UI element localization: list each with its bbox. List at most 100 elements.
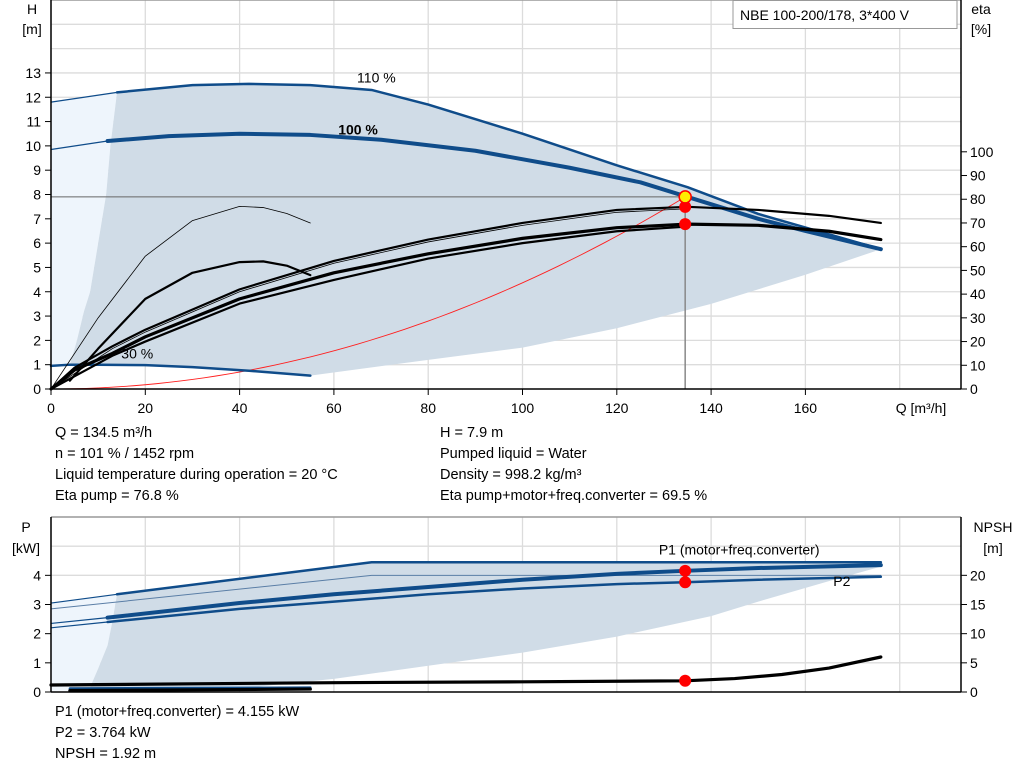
eta-axis-unit: [%] [971,21,991,37]
x-tick-label: 100 [511,400,535,416]
x-tick-label: 160 [794,400,818,416]
y2-tick-label: 10 [970,357,986,373]
series-eta-curve [49,205,882,391]
series-p-curve [50,617,109,625]
y-tick-label: 9 [33,162,41,178]
y-tick-label: 4 [33,284,41,300]
eta-axis-label: eta [971,1,991,17]
series-p1-curve [105,563,883,620]
series-p-curve [50,593,118,604]
operating-point-marker [679,674,692,687]
y2-tick-label: 15 [970,597,986,613]
y-tick-label: 10 [25,138,41,154]
y2-tick-label: 0 [970,684,978,700]
system-curve [50,196,686,390]
power-npsh-chart: 0 1 2 3 4 0 5 10 15 20 P1 (motor+freq.converter) P2 [33,516,986,700]
y2-tick-label: 10 [970,626,986,642]
curve-label: 30 % [121,345,153,361]
x-tick-label: 0 [47,400,55,416]
series-eta-curve [50,208,688,390]
series-eta-curve [49,222,883,391]
p-axis-unit: [kW] [12,540,40,556]
y2-tick-label: 20 [970,334,986,350]
y-tick-label: 3 [33,308,41,324]
y-tick-label: 4 [33,567,41,583]
curve-label: 110 % [357,69,396,85]
envelope-light-area [51,92,118,366]
operating-point-marker [679,200,692,213]
y-tick-label: 13 [25,65,41,81]
series-h-curve [50,140,109,151]
series-p2-curve [106,575,883,624]
pump-title: NBE 100-200/178, 3*400 V [740,7,910,23]
series-p-curve [50,621,109,629]
head-efficiency-chart: 0123456789101112130102030405060708090100… [25,0,994,416]
y-tick-label: 2 [33,332,41,348]
curve-label: P2 [833,573,850,589]
series-p-curve [115,560,883,596]
y2-tick-label: 100 [970,144,994,160]
y-tick-label: 5 [33,259,41,275]
duty-point-marker [678,190,692,204]
y-tick-label: 7 [33,211,41,227]
y2-tick-label: 0 [970,381,978,397]
y2-tick-label: 90 [970,168,986,184]
axis-labels: H [m] eta [%] Q [m³/h] P [kW] NPSH [m] [12,1,1012,556]
envelope-area [88,562,881,691]
y-tick-label: 0 [33,381,41,397]
operating-point-marker [679,218,692,231]
info-head: H = 7.9 m [440,425,504,441]
x-tick-label: 40 [232,400,248,416]
info-temperature: Liquid temperature during operation = 20… [55,467,338,483]
curve-label: P1 (motor+freq.converter) [659,541,820,557]
y-tick-label: 1 [33,655,41,671]
npsh-axis-unit: [m] [983,540,1002,556]
y-tick-label: 2 [33,626,41,642]
y2-tick-label: 30 [970,310,986,326]
h-axis-unit: [m] [22,21,41,37]
series-h-curve [105,131,883,252]
envelope-area [69,83,881,376]
y-tick-label: 3 [33,597,41,613]
y2-tick-label: 20 [970,567,986,583]
h-axis-label: H [27,1,37,17]
operating-point-marker [679,576,692,589]
info-speed: n = 101 % / 1452 rpm [55,446,195,462]
series-eta-curve [50,205,311,390]
info-p2: P2 = 3.764 kW [55,725,151,741]
y-tick-label: 8 [33,187,41,203]
x-tick-label: 140 [699,400,723,416]
operating-point-marker [679,564,692,577]
y-tick-label: 1 [33,357,41,373]
series-p-curve [68,687,312,693]
y-tick-label: 12 [25,89,41,105]
info-flow: Q = 134.5 m³/h [55,425,153,441]
info-density: Density = 998.2 kg/m³ [440,467,582,483]
y2-tick-label: 40 [970,286,986,302]
y2-tick-label: 5 [970,655,978,671]
x-tick-label: 120 [605,400,629,416]
curve-label: 100 % [338,122,378,138]
y2-tick-label: 50 [970,262,986,278]
info-liquid: Pumped liquid = Water [440,446,587,462]
y2-tick-label: 70 [970,215,986,231]
info-eta-total: Eta pump+motor+freq.converter = 69.5 % [440,488,708,504]
y-tick-label: 0 [33,684,41,700]
title-box: NBE 100-200/178, 3*400 V [732,0,958,29]
npsh-axis-label: NPSH [974,519,1013,535]
q-axis-label: Q [m³/h] [896,400,947,416]
x-tick-label: 80 [420,400,436,416]
series-eta-curve [49,225,689,391]
p-axis-label: P [21,519,30,535]
y-tick-label: 11 [26,114,41,130]
y-tick-label: 6 [33,235,41,251]
info-npsh: NPSH = 1.92 m [55,746,157,762]
series-p-curve [50,574,882,610]
series-h-curve [115,82,883,251]
info-eta-pump: Eta pump = 76.8 % [55,488,179,504]
series-eta-curve [68,260,312,382]
y2-tick-label: 60 [970,239,986,255]
info-p1: P1 (motor+freq.converter) = 4.155 kW [55,704,300,720]
x-tick-label: 60 [326,400,342,416]
